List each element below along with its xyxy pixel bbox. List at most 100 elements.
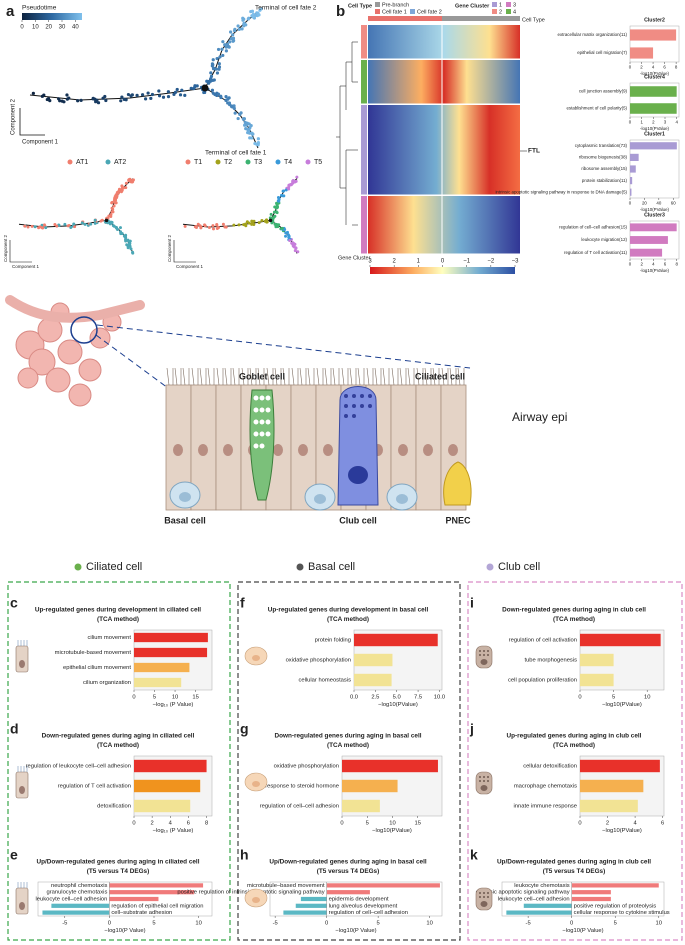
cilium [449, 367, 453, 386]
cell-point [248, 126, 252, 130]
cell-point [242, 17, 246, 21]
cell-point [131, 251, 135, 255]
bar [571, 890, 611, 895]
cell-point [157, 94, 162, 98]
cell-point [57, 224, 61, 228]
bar [134, 647, 208, 658]
bar [630, 47, 654, 59]
cilium [274, 367, 278, 386]
granule [259, 431, 265, 437]
cell-point [73, 225, 77, 229]
cilium [391, 367, 395, 386]
x-axis-label: −log10(PValue) [602, 702, 642, 708]
chart-title: Cluster3 [644, 212, 665, 218]
cell-point [63, 222, 67, 226]
bar [109, 890, 195, 895]
x-tick-label: 6 [661, 820, 664, 826]
x-tick-label: 0 [629, 262, 632, 267]
x-tick-label: 6 [663, 65, 666, 70]
nucleus [423, 444, 433, 456]
trajectory [270, 178, 298, 221]
nucleus [198, 444, 208, 456]
cell-point [227, 101, 232, 105]
cell-point [260, 219, 264, 223]
colorbar [22, 13, 82, 20]
plot-frame [37, 881, 213, 917]
x-tick-label: 5 [366, 820, 369, 826]
bar [354, 653, 393, 667]
category-label: ribosome assembly(15) [581, 166, 627, 171]
cell-point [227, 96, 231, 100]
x-tick-label: 0 [578, 820, 581, 826]
bar [571, 896, 611, 902]
bar [630, 29, 677, 41]
nucleus [179, 492, 191, 502]
granule [487, 654, 489, 656]
panel-letter: b [336, 3, 345, 20]
cell-point [275, 206, 279, 210]
cluster-bar [361, 196, 367, 254]
cell-point [111, 207, 115, 211]
cell-point [79, 98, 83, 102]
cilium [232, 367, 236, 386]
cell-point [119, 232, 123, 236]
cilium [174, 367, 178, 386]
alveolus [57, 339, 83, 365]
alveolus [28, 348, 56, 376]
bar [630, 86, 677, 97]
granule [479, 780, 481, 782]
cell-point [41, 226, 45, 230]
category-label: response to steroid hormone [265, 784, 339, 790]
cell-point [109, 214, 113, 218]
x-tick-label: 10 [195, 920, 201, 926]
nucleus [273, 444, 283, 456]
granule [259, 419, 265, 425]
cilium [241, 367, 245, 386]
category-label: leukocyte migration(12) [581, 237, 627, 242]
bar [580, 673, 614, 687]
cilium [432, 367, 436, 386]
x-tick-label: 15 [415, 820, 421, 826]
x-tick-label: 10 [426, 920, 432, 926]
cell-point [65, 93, 69, 97]
cell-point [248, 136, 252, 140]
cell-point [241, 117, 246, 121]
x-tick-label: 0 [570, 920, 573, 926]
cilium [191, 367, 195, 386]
granule [487, 892, 489, 894]
panel-letter: k [470, 847, 478, 863]
x-tick-label: 0 [325, 920, 328, 926]
bar [342, 799, 380, 813]
cell-point [120, 189, 124, 193]
label: Airway epi [512, 410, 567, 424]
cell-point [233, 27, 237, 31]
chart-title: Up-regulated genes during development in… [268, 607, 429, 614]
bar [300, 896, 327, 902]
cilium [166, 367, 170, 386]
legend-swatch [492, 2, 497, 7]
alveolus [45, 367, 71, 393]
x-tick-label: 5 [614, 920, 617, 926]
category-label: macrophage chemotaxis [514, 784, 577, 790]
cell-point [215, 223, 219, 227]
cell-point [293, 249, 297, 253]
legend-swatch [506, 2, 511, 7]
category-label: cellular homeostasis [298, 678, 351, 684]
label: Cell fate 2 [417, 9, 442, 15]
x-tick-label: 2 [652, 120, 655, 125]
cell-point [265, 218, 269, 222]
legend-swatch [215, 159, 221, 165]
axis [19, 108, 45, 136]
granule [344, 404, 348, 408]
category-label: protein stabilization(11) [582, 178, 628, 183]
cell-point [223, 43, 227, 47]
pnec-cell [443, 461, 472, 506]
cell-point [194, 226, 198, 230]
granule [253, 407, 259, 413]
cell-point [178, 93, 183, 97]
cell-point [161, 95, 166, 99]
cell-point [157, 89, 161, 93]
legend-label: 3 [513, 2, 516, 8]
cell-point [292, 243, 296, 247]
cell-point [273, 214, 277, 218]
